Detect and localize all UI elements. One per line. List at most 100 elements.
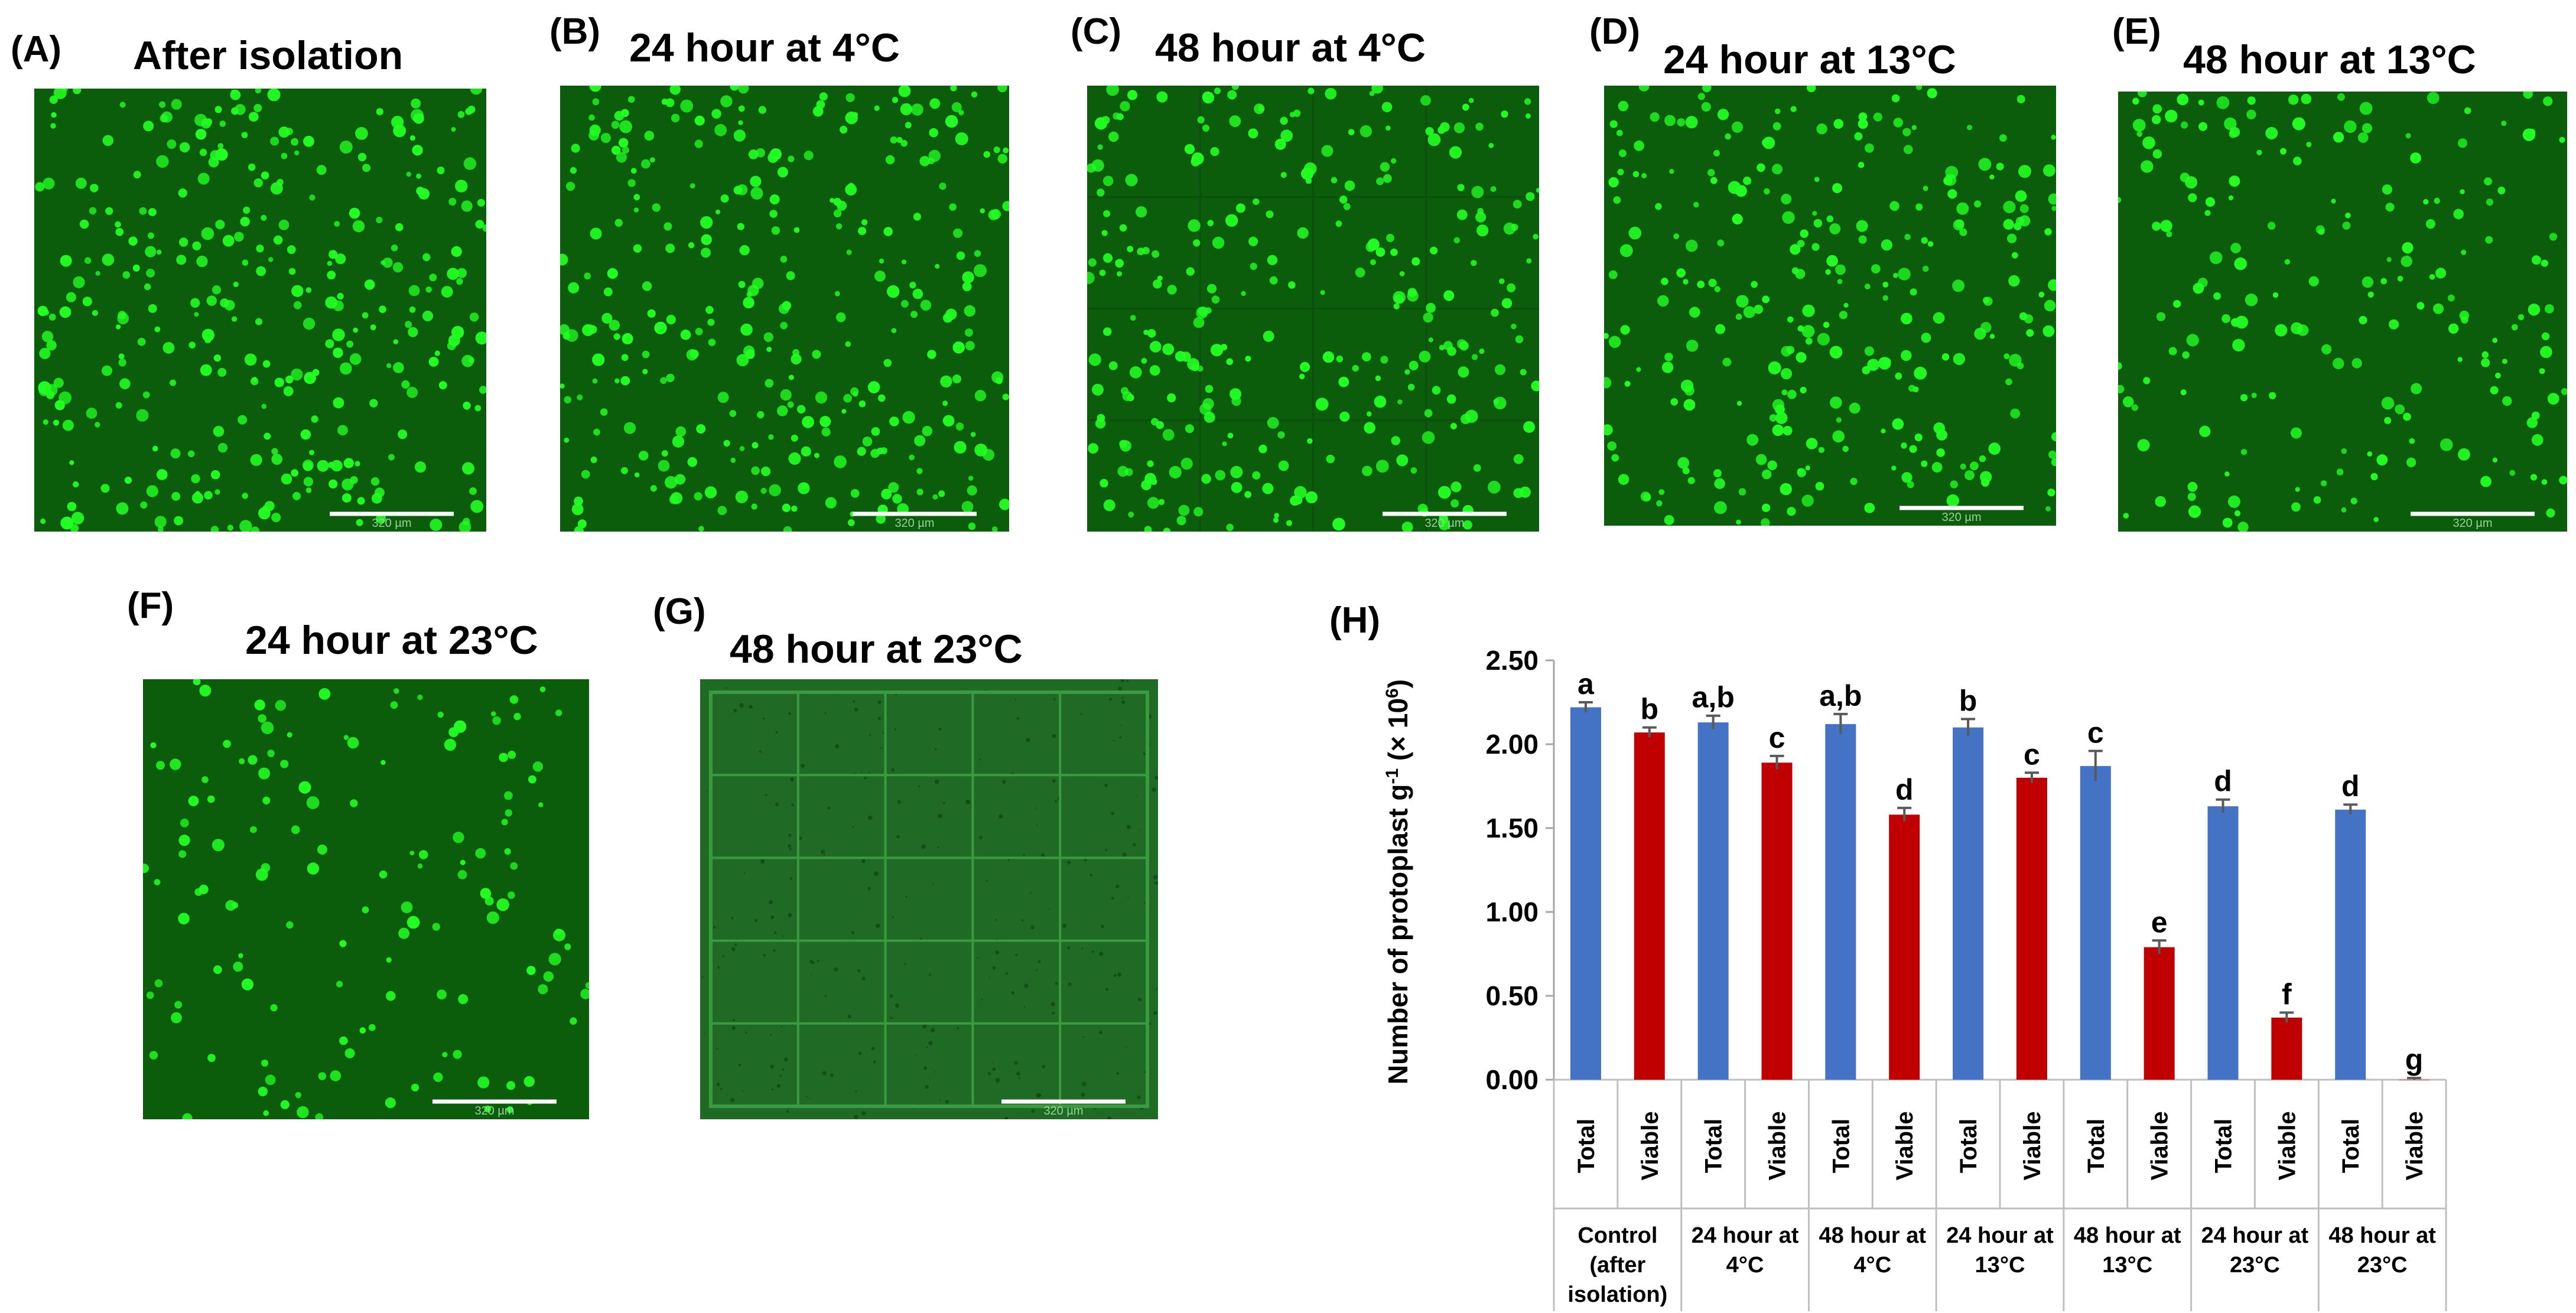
- micrograph-24h-4c: 320 µm: [560, 86, 1009, 532]
- micrograph-canvas: 320 µm: [34, 89, 486, 532]
- significance-letter: a,b: [1692, 681, 1735, 714]
- scale-bar-label: 320 µm: [2453, 517, 2492, 530]
- panel-title-f: 24 hour at 23°C: [245, 618, 538, 663]
- error-bar: [2343, 803, 2358, 815]
- category-label: Viable: [2019, 1111, 2045, 1180]
- category-label: Total: [1956, 1119, 1982, 1174]
- micrograph-24h-13c: 320 µm: [1604, 86, 2056, 526]
- bar-viable-group-4: [2144, 947, 2175, 1080]
- y-tick-label: 0.50: [1485, 980, 1539, 1011]
- category-label: Total: [2338, 1119, 2364, 1174]
- bar-viable-group-1: [1761, 763, 1793, 1080]
- scale-bar-label: 320 µm: [1941, 511, 1981, 524]
- micrograph-canvas: 320 µm: [2118, 92, 2567, 532]
- micrograph-24h-23c: 320 µm: [143, 679, 589, 1119]
- error-bar: [2279, 1011, 2294, 1023]
- micrograph-canvas: 320 µm: [1604, 86, 2056, 526]
- y-axis-label: Number of protoplast g-1 (× 106): [1383, 679, 1414, 1084]
- significance-letter: f: [2282, 978, 2292, 1011]
- significance-letter: a,b: [1819, 679, 1862, 712]
- significance-letter: c: [2087, 716, 2104, 749]
- bar-viable-group-0: [1634, 732, 1665, 1080]
- category-label: Total: [1701, 1119, 1727, 1174]
- category-label: Total: [1573, 1119, 1599, 1174]
- error-bar: [2152, 939, 2167, 954]
- significance-letter: d: [2214, 765, 2232, 798]
- y-tick-label: 2.50: [1485, 645, 1539, 676]
- y-tick-label: 1.50: [1485, 813, 1539, 843]
- panel-letter-e: (E): [2112, 11, 2161, 52]
- panel-title-a: After isolation: [133, 33, 404, 78]
- bar-total-group-0: [1570, 707, 1601, 1080]
- y-tick-label: 0.00: [1485, 1064, 1539, 1095]
- bar-total-group-1: [1697, 722, 1729, 1080]
- error-bar: [1706, 714, 1720, 729]
- group-label: 24 hour at 13°C: [1946, 1223, 2054, 1278]
- significance-letter: e: [2151, 905, 2168, 939]
- panel-letter-h: (H): [1329, 600, 1381, 641]
- panel-title-d: 24 hour at 13°C: [1663, 37, 1956, 82]
- significance-letter: b: [1641, 693, 1659, 726]
- error-bar: [2407, 1077, 2422, 1080]
- panel-letter-b: (B): [549, 11, 601, 52]
- scale-bar-label: 320 µm: [474, 1105, 514, 1117]
- micrograph-canvas: 320 µm: [143, 679, 589, 1119]
- significance-letter: g: [2405, 1043, 2424, 1076]
- panel-title-g: 48 hour at 23°C: [730, 627, 1023, 672]
- category-label: Total: [2211, 1119, 2237, 1174]
- panel-letter-f: (F): [127, 585, 174, 626]
- group-label: 24 hour at 4°C: [1692, 1223, 1799, 1278]
- category-label: Viable: [1765, 1111, 1791, 1180]
- error-bar: [1642, 726, 1657, 738]
- significance-letter: b: [1959, 684, 1977, 717]
- bar-total-group-6: [2335, 809, 2366, 1080]
- error-bar: [2088, 750, 2103, 781]
- significance-letter: d: [1895, 773, 1914, 806]
- significance-letter: c: [2024, 738, 2040, 771]
- micrograph-canvas: 320 µm: [1087, 86, 1539, 532]
- bar-viable-group-5: [2271, 1017, 2302, 1080]
- error-bar: [1770, 754, 1784, 770]
- bar-viable-group-2: [1889, 814, 1920, 1080]
- group-label: 48 hour at 13°C: [2074, 1223, 2181, 1278]
- micrograph-48h-13c: 320 µm: [2118, 92, 2567, 532]
- category-label: Total: [2083, 1119, 2109, 1174]
- panel-title-b: 24 hour at 4°C: [629, 25, 900, 70]
- category-label: Viable: [2147, 1111, 2173, 1180]
- bar-total-group-4: [2080, 765, 2111, 1080]
- error-bar: [1833, 712, 1848, 734]
- group-label: 48 hour at 23°C: [2328, 1223, 2436, 1278]
- scale-bar-label: 320 µm: [372, 517, 411, 530]
- category-label: Total: [1828, 1119, 1854, 1174]
- group-label: Control (after isolation): [1567, 1223, 1667, 1307]
- category-label: Viable: [1892, 1111, 1918, 1180]
- panel-letter-d: (D): [1589, 11, 1641, 52]
- significance-letter: c: [1769, 721, 1785, 754]
- group-label: 24 hour at 23°C: [2201, 1223, 2309, 1278]
- protoplast-bar-chart: 0.00 0.50 1.00 1.50 2.00 2.50 Number of protop…: [1383, 645, 2447, 1311]
- error-bar: [1961, 718, 1976, 736]
- bar-viable-group-3: [2016, 777, 2047, 1080]
- micrograph-48h-4c: 320 µm: [1087, 86, 1539, 532]
- scale-bar-label: 320 µm: [895, 517, 934, 530]
- micrograph-canvas: 320 µm: [560, 86, 1009, 532]
- error-bar: [2216, 798, 2230, 813]
- micrograph-48h-23c: 320 µm: [700, 679, 1158, 1119]
- bar-total-group-2: [1825, 724, 1856, 1080]
- error-bar: [2024, 771, 2039, 783]
- error-bar: [1578, 701, 1593, 713]
- scale-bar-label: 320 µm: [1424, 517, 1464, 530]
- bar-total-group-5: [2207, 806, 2239, 1080]
- panel-title-e: 48 hour at 13°C: [2183, 37, 2476, 82]
- panel-letter-a: (A): [11, 29, 62, 70]
- panel-letter-g: (G): [653, 591, 706, 632]
- panel-title-c: 48 hour at 4°C: [1155, 25, 1426, 70]
- bar-total-group-3: [1953, 727, 1984, 1080]
- category-label: Viable: [2402, 1111, 2428, 1180]
- scale-bar-label: 320 µm: [1043, 1105, 1083, 1117]
- category-label: Viable: [2274, 1111, 2300, 1180]
- significance-letter: a: [1578, 667, 1595, 701]
- group-label: 48 hour at 4°C: [1819, 1223, 1926, 1278]
- y-tick-label: 2.00: [1485, 729, 1539, 760]
- micrograph-canvas: 320 µm: [700, 679, 1158, 1119]
